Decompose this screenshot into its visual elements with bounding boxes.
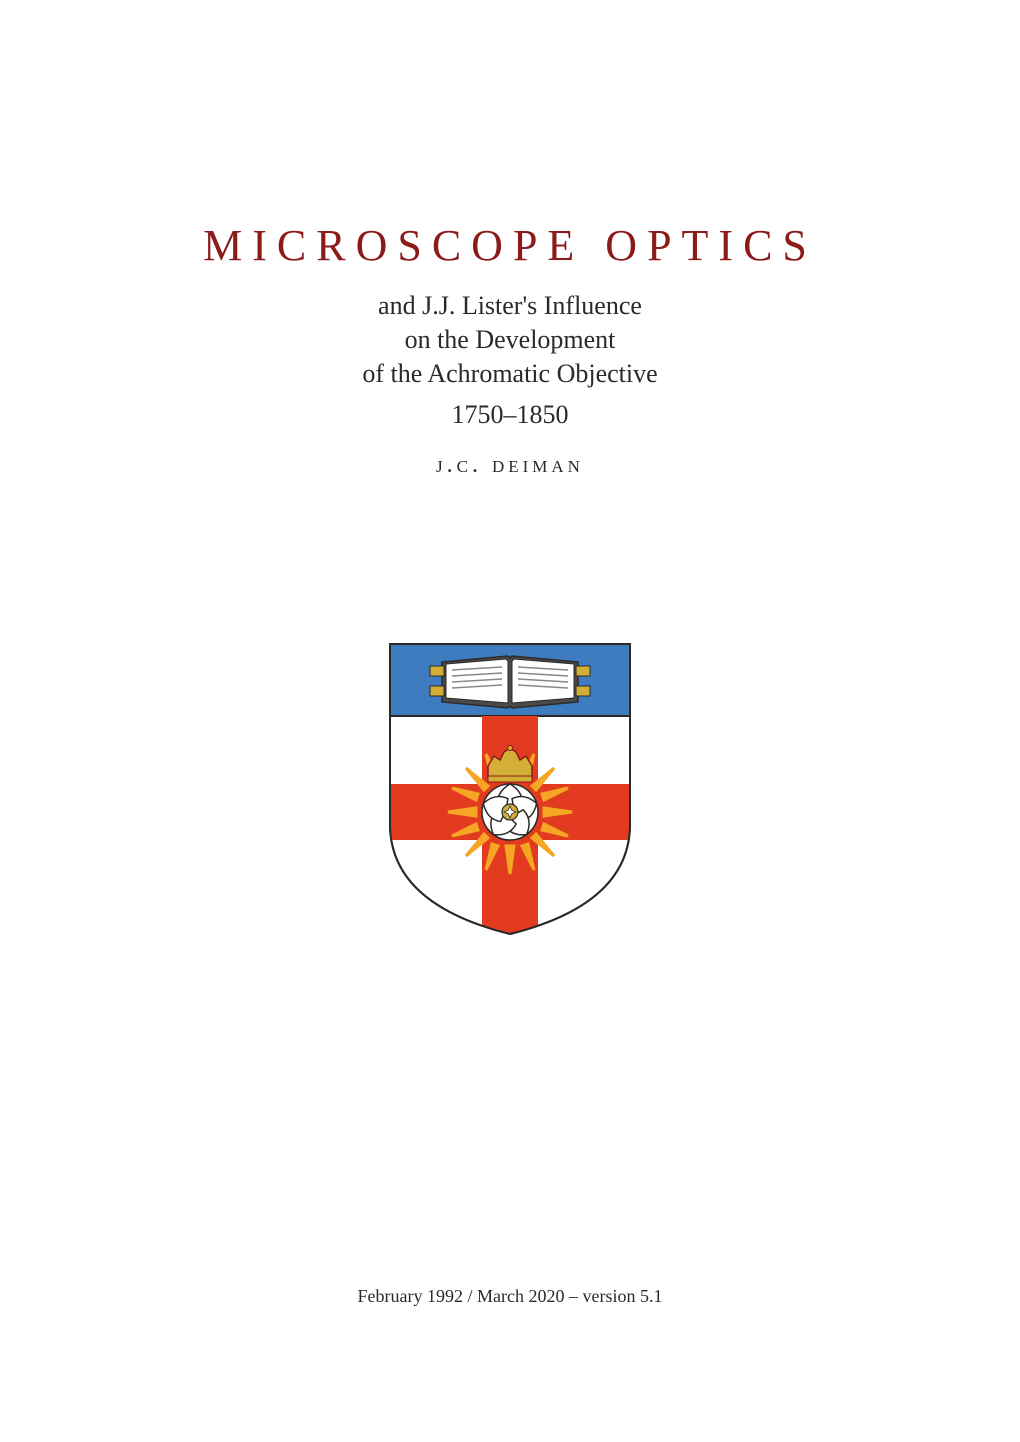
date-range: 1750–1850: [452, 400, 569, 430]
open-book-icon: [430, 656, 590, 708]
main-title: MICROSCOPE OPTICS: [203, 220, 817, 271]
version-footer: February 1992 / March 2020 – version 5.1: [0, 1286, 1020, 1307]
title-page: MICROSCOPE OPTICS and J.J. Lister's Infl…: [0, 0, 1020, 1442]
subtitle-line-1: and J.J. Lister's Influence: [362, 289, 657, 323]
subtitle-line-2: on the Development: [362, 323, 657, 357]
crest-container: [380, 634, 640, 944]
subtitle-line-3: of the Achromatic Objective: [362, 357, 657, 391]
author-name: j.c. deiman: [436, 452, 584, 479]
subtitle-block: and J.J. Lister's Influence on the Devel…: [362, 289, 657, 390]
heraldic-crest-icon: [380, 634, 640, 944]
